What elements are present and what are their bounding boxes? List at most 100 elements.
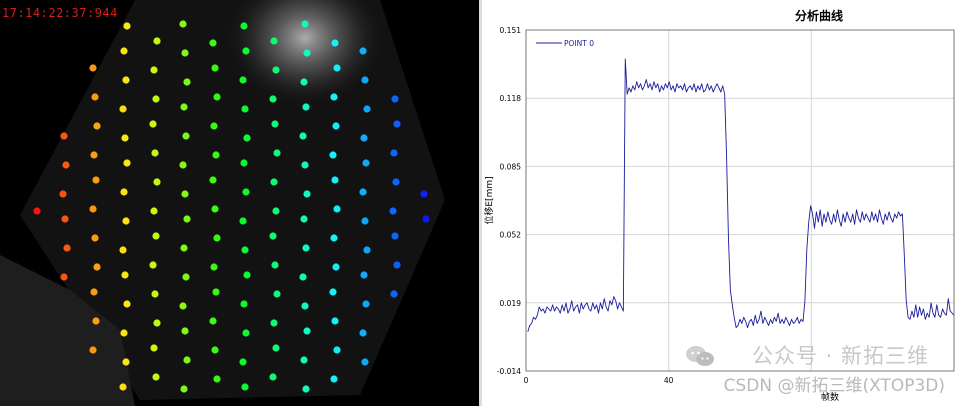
marker-dot bbox=[329, 288, 337, 296]
marker-dot bbox=[301, 161, 309, 169]
y-tick-label: 0.052 bbox=[500, 231, 522, 240]
marker-dot bbox=[360, 271, 368, 279]
marker-dot bbox=[152, 373, 160, 381]
fixture-shadow bbox=[0, 255, 135, 406]
marker-dot bbox=[303, 49, 311, 57]
marker-dot bbox=[89, 205, 97, 213]
marker-dot bbox=[299, 273, 307, 281]
marker-dot bbox=[93, 263, 101, 271]
marker-dot bbox=[362, 159, 370, 167]
marker-dot bbox=[59, 190, 67, 198]
series-line bbox=[527, 58, 955, 332]
marker-dot bbox=[123, 300, 131, 308]
marker-dot bbox=[240, 300, 248, 308]
marker-dot bbox=[152, 232, 160, 240]
marker-dot bbox=[240, 159, 248, 167]
marker-dot bbox=[119, 246, 127, 254]
marker-dot bbox=[300, 356, 308, 364]
marker-dot bbox=[273, 149, 281, 157]
y-tick-label: 0.118 bbox=[500, 94, 522, 103]
chart-grid bbox=[526, 30, 954, 371]
marker-dot bbox=[180, 385, 188, 393]
marker-dot bbox=[393, 261, 401, 269]
marker-dot bbox=[332, 263, 340, 271]
marker-dot bbox=[391, 95, 399, 103]
watermark-csdn: CSDN @新拓三维(XTOP3D) bbox=[723, 376, 945, 396]
marker-dot bbox=[270, 178, 278, 186]
marker-dot bbox=[359, 329, 367, 337]
marker-dot bbox=[122, 217, 130, 225]
marker-dot bbox=[240, 22, 248, 30]
marker-dot bbox=[152, 95, 160, 103]
y-tick-label: 0.019 bbox=[500, 299, 522, 308]
marker-dot bbox=[303, 327, 311, 335]
marker-dot bbox=[392, 178, 400, 186]
marker-dot bbox=[119, 105, 127, 113]
marker-dot bbox=[153, 319, 161, 327]
marker-dot bbox=[302, 103, 310, 111]
marker-dot bbox=[123, 22, 131, 30]
image-timestamp: 17:14:22:37:944 bbox=[2, 6, 118, 20]
marker-dot bbox=[209, 39, 217, 47]
marker-dot bbox=[330, 234, 338, 242]
marker-dot bbox=[149, 120, 157, 128]
marker-dot bbox=[121, 134, 129, 142]
analysis-chart-panel: 分析曲线 0.151 0.118 0.085 0.052 0.019 -0.014 0 40… bbox=[482, 0, 959, 406]
marker-dot bbox=[33, 207, 41, 215]
x-tick-label: 0 bbox=[524, 376, 529, 385]
marker-dot bbox=[212, 288, 220, 296]
marker-dot bbox=[359, 188, 367, 196]
marker-dot bbox=[270, 319, 278, 327]
marker-dot bbox=[332, 122, 340, 130]
marker-dot bbox=[389, 207, 397, 215]
marker-dot bbox=[122, 76, 130, 84]
marker-dot bbox=[269, 232, 277, 240]
x-axis-ticks: 0 40 bbox=[524, 376, 674, 385]
camera-image-panel: 17:14:22:37:944 bbox=[0, 0, 479, 406]
marker-dot bbox=[122, 358, 130, 366]
marker-dot bbox=[390, 290, 398, 298]
marker-dot bbox=[300, 215, 308, 223]
marker-dot bbox=[179, 20, 187, 28]
marker-dot bbox=[242, 47, 250, 55]
x-tick-label: 40 bbox=[664, 376, 674, 385]
marker-dot bbox=[330, 93, 338, 101]
marker-dot bbox=[301, 302, 309, 310]
wechat-logo-icon bbox=[686, 346, 714, 366]
marker-dot bbox=[213, 234, 221, 242]
marker-dot bbox=[93, 122, 101, 130]
marker-dot bbox=[181, 49, 189, 57]
marker-dots bbox=[33, 20, 430, 393]
marker-dot bbox=[179, 302, 187, 310]
marker-dot bbox=[333, 346, 341, 354]
marker-dot bbox=[210, 263, 218, 271]
marker-dot bbox=[89, 346, 97, 354]
marker-dot bbox=[331, 317, 339, 325]
marker-dot bbox=[150, 344, 158, 352]
analysis-chart: 分析曲线 0.151 0.118 0.085 0.052 0.019 -0.014 0 40… bbox=[483, 8, 955, 403]
y-tick-label: -0.014 bbox=[497, 367, 521, 376]
marker-dot bbox=[63, 244, 71, 252]
marker-dot bbox=[241, 105, 249, 113]
marker-dot bbox=[241, 383, 249, 391]
specimen-surface bbox=[20, 0, 445, 400]
marker-dot bbox=[330, 375, 338, 383]
marker-dot bbox=[243, 134, 251, 142]
marker-dot bbox=[302, 244, 310, 252]
marker-dot bbox=[180, 103, 188, 111]
marker-dot bbox=[299, 132, 307, 140]
marker-dot bbox=[150, 207, 158, 215]
marker-dot bbox=[393, 120, 401, 128]
marker-dot bbox=[272, 344, 280, 352]
marker-dot bbox=[149, 261, 157, 269]
marker-dot bbox=[183, 215, 191, 223]
marker-dot bbox=[390, 149, 398, 157]
marker-dot bbox=[92, 317, 100, 325]
marker-dot bbox=[150, 66, 158, 74]
marker-dot bbox=[179, 161, 187, 169]
marker-dot bbox=[302, 385, 310, 393]
marker-dot bbox=[242, 329, 250, 337]
marker-dot bbox=[362, 300, 370, 308]
y-tick-label: 0.085 bbox=[500, 162, 522, 171]
marker-dot bbox=[329, 151, 337, 159]
